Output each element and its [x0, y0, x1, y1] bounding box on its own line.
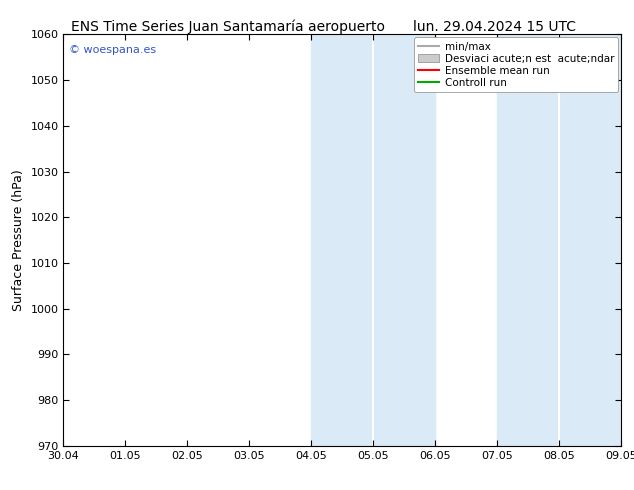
Bar	[373, 34, 436, 446]
Bar	[311, 34, 373, 446]
Legend: min/max, Desviaci acute;n est  acute;ndar, Ensemble mean run, Controll run: min/max, Desviaci acute;n est acute;ndar…	[415, 37, 618, 92]
Bar	[497, 34, 559, 446]
Y-axis label: Surface Pressure (hPa): Surface Pressure (hPa)	[12, 169, 25, 311]
Bar	[559, 34, 621, 446]
Text: ENS Time Series Juan Santamaría aeropuerto: ENS Time Series Juan Santamaría aeropuer…	[71, 20, 385, 34]
Text: © woespana.es: © woespana.es	[69, 45, 156, 54]
Text: lun. 29.04.2024 15 UTC: lun. 29.04.2024 15 UTC	[413, 20, 576, 34]
